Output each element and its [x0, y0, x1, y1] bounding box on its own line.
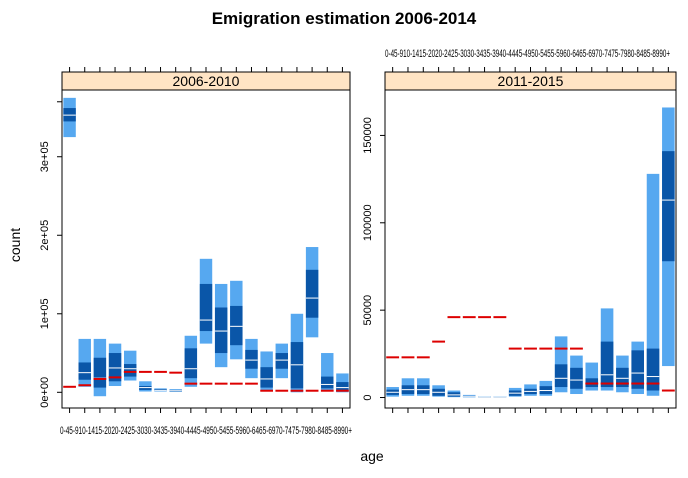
bar-inner-70-74 — [275, 353, 289, 369]
bar-inner-55-59 — [230, 305, 243, 346]
bar-inner-5-9 — [78, 362, 91, 380]
bar-inner-45-49 — [199, 283, 213, 332]
bar-inner-65-69 — [260, 367, 273, 388]
bar-inner-55-59 — [554, 364, 568, 388]
y-tick-label: 50000 — [362, 295, 374, 326]
bar-inner-80-84 — [305, 269, 319, 318]
y-tick-label: 3e+05 — [39, 141, 51, 172]
chart-title: Emigration estimation 2006-2014 — [212, 9, 477, 28]
y-tick-label: 100000 — [362, 204, 374, 241]
bar-inner-50-54 — [214, 307, 228, 354]
bar-inner-60-64 — [245, 349, 258, 369]
bar-inner-20-24 — [123, 364, 137, 377]
bar-outer-85-89 — [646, 173, 660, 396]
panel-strip-label: 2011-2015 — [498, 73, 564, 89]
y-tick-label: 0e+00 — [39, 377, 51, 408]
x-tick-labels-bottom: 0-45-910-1415-2020-2425-3030-3435-3940-4… — [60, 425, 352, 437]
bar-inner-40-44 — [184, 348, 198, 379]
panel-2006-2010: 2006-2010 0e+00 1e+05 2e+05 3e+05 — [39, 67, 351, 413]
panel-strip-label: 2006-2010 — [173, 73, 240, 89]
x-tick-labels-top: 0-45-910-1415-2020-2425-3030-3435-3940-4… — [385, 48, 670, 60]
y-tick-label: 2e+05 — [39, 220, 51, 251]
y-axis-label: count — [7, 228, 23, 262]
bar-inner-80-84 — [631, 350, 644, 389]
panel-2011-2015: 2011-2015 0 50000 100000 150000 — [362, 67, 677, 413]
bar-inner-60-64 — [570, 367, 583, 389]
bar-inner-90+ — [662, 151, 675, 262]
x-axis-label: age — [360, 448, 384, 464]
bar-inner-10-14 — [93, 357, 107, 388]
bar-inner-85-89 — [646, 348, 660, 391]
y-tick-label: 1e+05 — [39, 298, 51, 329]
bar-inner-85-89 — [321, 376, 334, 389]
bar-inner-15-19 — [108, 353, 122, 382]
bar-inner-90+ — [336, 382, 349, 391]
bar-inner-70-74 — [600, 341, 614, 388]
y-tick-label: 0 — [362, 394, 374, 400]
y-tick-label: 150000 — [362, 117, 374, 154]
bar-inner-75-79 — [616, 367, 629, 388]
